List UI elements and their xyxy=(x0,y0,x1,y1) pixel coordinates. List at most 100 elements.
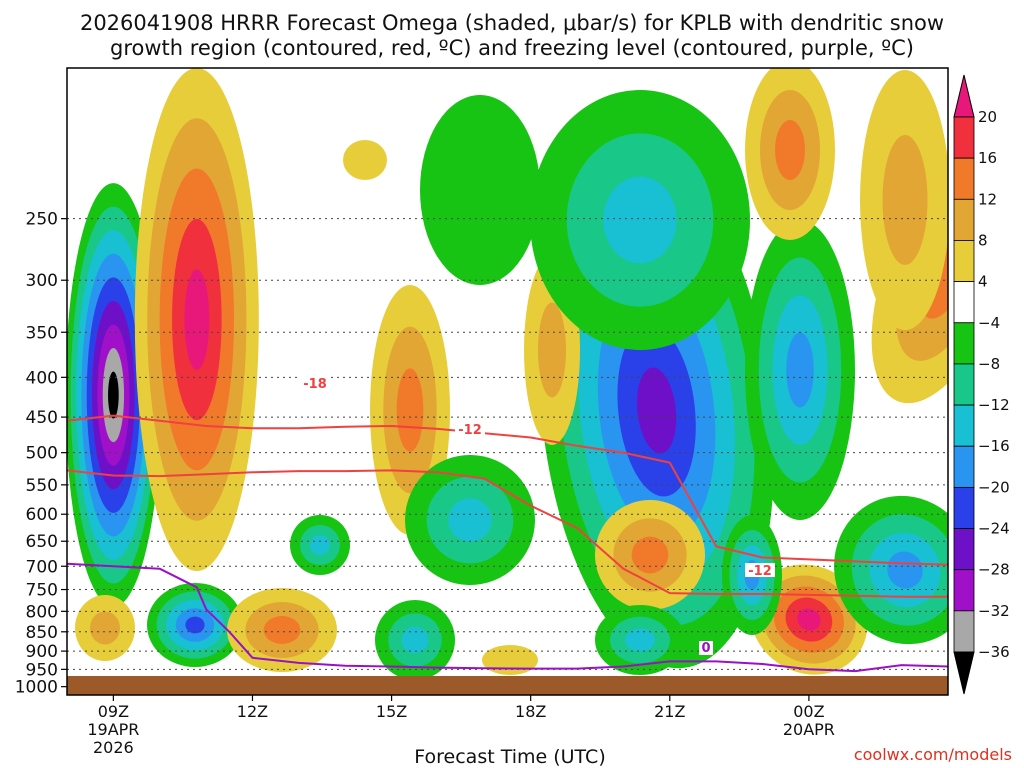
descent-17z-lowlev-level-0 xyxy=(482,645,538,675)
x-tick-label-15Z: 15Z xyxy=(376,702,407,721)
y-axis: 2503003504004505005506006507007508008509… xyxy=(15,210,67,698)
y-tick-label-700: 700 xyxy=(26,557,58,577)
x-axis-label: Forecast Time (UTC) xyxy=(414,746,605,768)
ascent-1330z-700 xyxy=(290,515,350,575)
ascent-20z-lowlev xyxy=(595,605,685,675)
colorbar-swatch-3 xyxy=(953,198,975,241)
ascent-1530z-650 xyxy=(405,455,535,585)
contour-label-group: -18 -12 -12 0 xyxy=(300,376,775,656)
descent-12z-low-level-2 xyxy=(263,616,301,644)
x-tick-label-00Z: 00Z xyxy=(793,702,824,721)
contour-line-2 xyxy=(67,562,948,673)
y-tick-label-250: 250 xyxy=(26,210,58,230)
descent-2230z-upper-level-2 xyxy=(775,120,805,180)
colorbar-swatch-13 xyxy=(953,610,975,653)
x-tick-label-12Z: 12Z xyxy=(237,702,268,721)
contour-label-minus12-b: -12 xyxy=(748,564,772,579)
y-tick-label-550: 550 xyxy=(26,476,58,496)
colorbar-swatch-1 xyxy=(953,116,975,159)
contour-label-minus12-a: -12 xyxy=(458,423,482,438)
x-tick-label-21Z: 21Z xyxy=(654,702,685,721)
descent-18z-mid-level-1 xyxy=(538,302,566,398)
ascent-column-09z xyxy=(67,183,162,608)
y-tick-label-1000: 1000 xyxy=(15,678,58,698)
y-tick-label-950: 950 xyxy=(26,660,58,680)
colorbar-swatch-4 xyxy=(953,240,975,283)
y-tick-label-750: 750 xyxy=(26,581,58,601)
colorbar-label-0: 20 xyxy=(978,108,997,126)
y-tick-label-300: 300 xyxy=(26,271,58,291)
plot-frame xyxy=(66,67,949,696)
descent-0130z-upper-level-1 xyxy=(882,135,928,265)
ascent-1330z-700-level-2 xyxy=(310,535,330,555)
ascent-upper-2030z-level-2 xyxy=(603,176,677,264)
colorbar-top-triangle xyxy=(953,74,975,118)
descent-09z-low xyxy=(75,595,135,661)
contour-label-minus18: -18 xyxy=(303,377,327,392)
ascent-upper-19z xyxy=(420,95,540,285)
y-tick-label-850: 850 xyxy=(26,623,58,643)
ascent-15z-lowlev xyxy=(375,600,455,680)
y-tick-label-600: 600 xyxy=(26,505,58,525)
colorbar-label-11: −28 xyxy=(978,561,1010,579)
title-line-1: 2026041908 HRRR Forecast Omega (shaded, … xyxy=(80,11,944,35)
colorbar-swatch-5 xyxy=(953,281,975,324)
y-tick-label-650: 650 xyxy=(26,532,58,552)
ascent-02z-750 xyxy=(834,495,948,645)
ascent-02z-750-level-3 xyxy=(887,551,923,589)
ascent-mid-2030z-level-5 xyxy=(637,367,677,454)
colorbar-label-10: −24 xyxy=(978,520,1010,538)
y-tick-label-900: 900 xyxy=(26,642,58,662)
y-tick-label-450: 450 xyxy=(26,408,58,428)
colorbar-label-3: 8 xyxy=(978,231,988,249)
colorbar-label-12: −32 xyxy=(978,602,1010,620)
colorbar-label-9: −20 xyxy=(978,478,1010,496)
colorbar-swatch-7 xyxy=(953,363,975,406)
ascent-1030z-low xyxy=(147,583,243,667)
colorbar-swatch-6 xyxy=(953,322,975,365)
x-tick-label-09Z: 09Z xyxy=(98,702,129,721)
descent-08z-top xyxy=(343,140,387,180)
y-tick-label-350: 350 xyxy=(26,323,58,343)
y-tick-label-500: 500 xyxy=(26,444,58,464)
descent-12z-low xyxy=(227,588,337,672)
ascent-1530z-650-level-2 xyxy=(448,498,492,542)
subsidence-column-1030z-level-4 xyxy=(184,269,210,370)
colorbar-label-7: −12 xyxy=(978,396,1010,414)
ascent-2330z-mid-level-3 xyxy=(786,332,814,408)
credit-link[interactable]: coolwx.com/models xyxy=(854,745,1012,764)
colorbar-label-1: 16 xyxy=(978,149,997,167)
colorbar-label-8: −16 xyxy=(978,437,1010,455)
ascent-2330z-mid xyxy=(745,220,855,520)
colorbar-swatch-8 xyxy=(953,404,975,447)
descent-0130z-upper xyxy=(860,70,948,330)
colorbar-swatch-11 xyxy=(953,528,975,571)
x-tick-date-00Z: 20APR xyxy=(783,720,835,739)
colorbar-label-13: −36 xyxy=(978,643,1010,661)
contour-line-1 xyxy=(67,469,948,598)
descent-17z-lowlev xyxy=(482,645,538,675)
colorbar-label-6: −8 xyxy=(978,355,1000,373)
contour-line-0 xyxy=(67,414,948,566)
subsidence-column-1030z xyxy=(134,68,259,572)
x-tick-year-09Z: 2026 xyxy=(93,738,134,757)
x-tick-label-18Z: 18Z xyxy=(515,702,546,721)
ascent-column-09z-level-8 xyxy=(108,371,119,419)
ascent-15z-lowlev-level-2 xyxy=(401,626,429,654)
colorbar-label-5: −4 xyxy=(978,314,1000,332)
y-tick-label-400: 400 xyxy=(26,368,58,388)
subsidence-low-00z-level-4 xyxy=(797,608,821,631)
ascent-upper-2030z xyxy=(530,90,750,350)
omega-shading xyxy=(67,68,948,680)
y-tick-label-800: 800 xyxy=(26,602,58,622)
colorbar-label-4: 4 xyxy=(978,273,988,291)
colorbar-bottom-triangle xyxy=(953,651,975,695)
colorbar-swatch-10 xyxy=(953,486,975,529)
descent-15z-mid-level-2 xyxy=(396,368,424,452)
ascent-1030z-low-level-4 xyxy=(185,616,205,634)
ascent-20z-lowlev-level-2 xyxy=(625,628,655,652)
plot-area xyxy=(66,67,949,696)
descent-08z-top-level-0 xyxy=(343,140,387,180)
isotherm-contours xyxy=(67,414,948,673)
descent-2230z-upper xyxy=(745,68,835,240)
